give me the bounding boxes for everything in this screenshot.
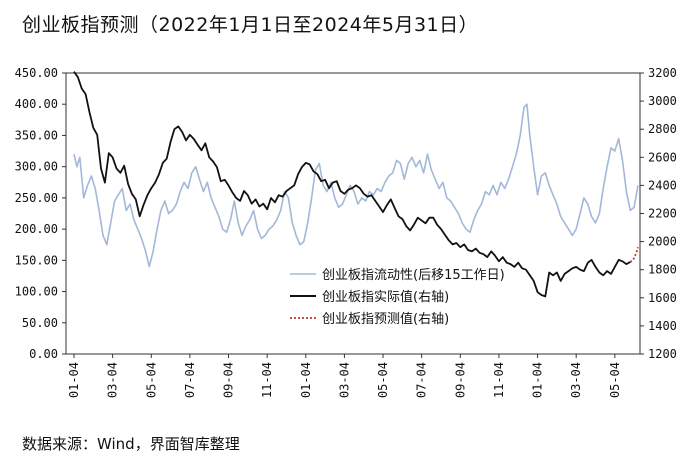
x-tick-label: 11-04 [492, 362, 506, 398]
x-axis: 01-04 03-04 05-04 07-04 09-04 11-04 01-04 03-04… [67, 354, 622, 398]
left-tick-label: 50.00 [22, 316, 58, 330]
x-tick-label: 03-04 [569, 362, 583, 398]
x-tick-label: 03-04 [337, 362, 351, 398]
x-tick-label: 05-04 [144, 362, 158, 398]
legend: 创业板指流动性(后移15工作日) 创业板指实际值(右轴) 创业板指预测值(右轴) [290, 268, 505, 327]
legend-label: 创业板指流动性(后移15工作日) [322, 268, 505, 283]
right-tick-label: 3200 [648, 66, 677, 80]
left-tick-label: 400.00 [15, 97, 58, 111]
right-tick-label: 1600 [648, 291, 677, 305]
legend-label: 创业板指预测值(右轴) [322, 311, 449, 327]
right-tick-label: 2200 [648, 207, 677, 221]
left-tick-label: 100.00 [15, 285, 58, 299]
chart-title: 创业板指预测（2022年1月1日至2024年5月31日） [22, 14, 479, 36]
x-tick-label: 07-04 [183, 362, 197, 398]
x-tick-label: 07-04 [415, 362, 429, 398]
x-tick-label: 01-04 [531, 362, 545, 398]
x-tick-label: 11-04 [260, 362, 274, 398]
right-tick-label: 1200 [648, 347, 677, 361]
left-tick-label: 150.00 [15, 253, 58, 267]
x-tick-label: 03-04 [106, 362, 120, 398]
legend-label: 创业板指实际值(右轴) [322, 289, 449, 305]
right-tick-label: 2800 [648, 122, 677, 136]
x-tick-label: 09-04 [453, 362, 467, 398]
left-tick-label: 300.00 [15, 160, 58, 174]
right-axis: 1200 1400 1600 1800 2000 2200 2400 2600 2800 3000… [640, 66, 677, 361]
left-tick-label: 0.00 [29, 347, 58, 361]
x-tick-label: 01-04 [67, 362, 81, 398]
x-tick-label: 05-04 [376, 362, 390, 398]
series-line-2 [73, 71, 631, 298]
left-axis: 0.00 50.00 100.00 150.00 200.00 250.00 300.00 3… [15, 66, 66, 361]
series-line-3 [629, 246, 639, 263]
left-tick-label: 450.00 [15, 66, 58, 80]
series-line-1 [73, 103, 639, 268]
right-tick-label: 1400 [648, 319, 677, 333]
right-tick-label: 1800 [648, 263, 677, 277]
source-note: 数据来源：Wind，界面智库整理 [22, 435, 240, 453]
right-tick-label: 2400 [648, 178, 677, 192]
right-tick-label: 2000 [648, 235, 677, 249]
x-tick-label: 01-04 [299, 362, 313, 398]
series-layer [73, 71, 639, 298]
x-tick-label: 05-04 [608, 362, 622, 398]
right-tick-label: 2600 [648, 150, 677, 164]
left-tick-label: 200.00 [15, 222, 58, 236]
left-tick-label: 350.00 [15, 128, 58, 142]
left-tick-label: 250.00 [15, 191, 58, 205]
x-tick-label: 09-04 [222, 362, 236, 398]
right-tick-label: 3000 [648, 94, 677, 108]
